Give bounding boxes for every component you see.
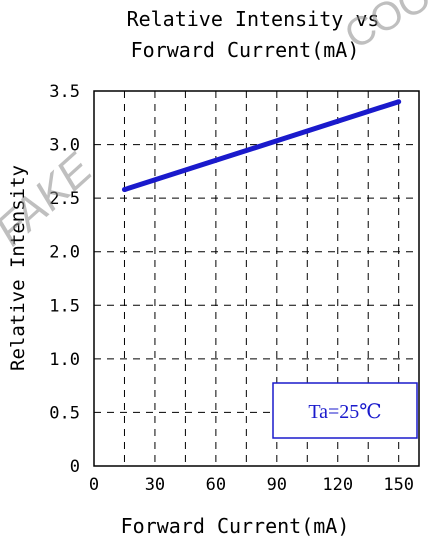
x-tick-label: 150 — [383, 475, 414, 495]
y-tick-label: 2.5 — [49, 189, 80, 209]
y-tick-label: 1.5 — [49, 296, 80, 316]
grid — [94, 91, 419, 466]
x-tick-label: 120 — [322, 475, 353, 495]
watermark-left-logo: FAKE — [0, 144, 102, 256]
annotation-layer: Ta=25℃ — [272, 382, 418, 439]
y-tick-labels: 0 0.5 1.0 1.5 2.0 2.5 3.0 3.5 — [49, 82, 80, 477]
y-tick-label: 0.5 — [49, 403, 80, 423]
chart-title-line1: Relative Intensity vs — [127, 7, 380, 31]
x-tick-labels: 0 30 60 90 120 150 — [89, 475, 414, 495]
y-tick-label: 0 — [70, 457, 80, 477]
y-tick-label: 1.0 — [49, 350, 80, 370]
series-line-0 — [123, 99, 400, 192]
x-tick-label: 60 — [206, 475, 226, 495]
annotation-text: Ta=25℃ — [308, 401, 381, 423]
x-tick-label: 90 — [267, 475, 287, 495]
annotation-box — [272, 382, 418, 439]
x-tick-label: 30 — [145, 475, 165, 495]
plot-frame — [93, 90, 420, 467]
data-point-0-0 — [121, 187, 127, 193]
y-tick-label: 3.0 — [49, 136, 80, 156]
svg-text:FAKE: FAKE — [0, 144, 102, 256]
y-tick-label: 2.0 — [49, 243, 80, 263]
y-tick-label: 3.5 — [49, 82, 80, 102]
data-point-0-1 — [396, 99, 402, 105]
x-tick-label: 0 — [89, 475, 99, 495]
series-layer — [121, 99, 402, 193]
x-axis-label: Forward Current(mA) — [121, 514, 350, 538]
y-axis-label: Relative Intensity — [7, 165, 29, 371]
chart-title-line2: Forward Current(mA) — [131, 38, 360, 62]
